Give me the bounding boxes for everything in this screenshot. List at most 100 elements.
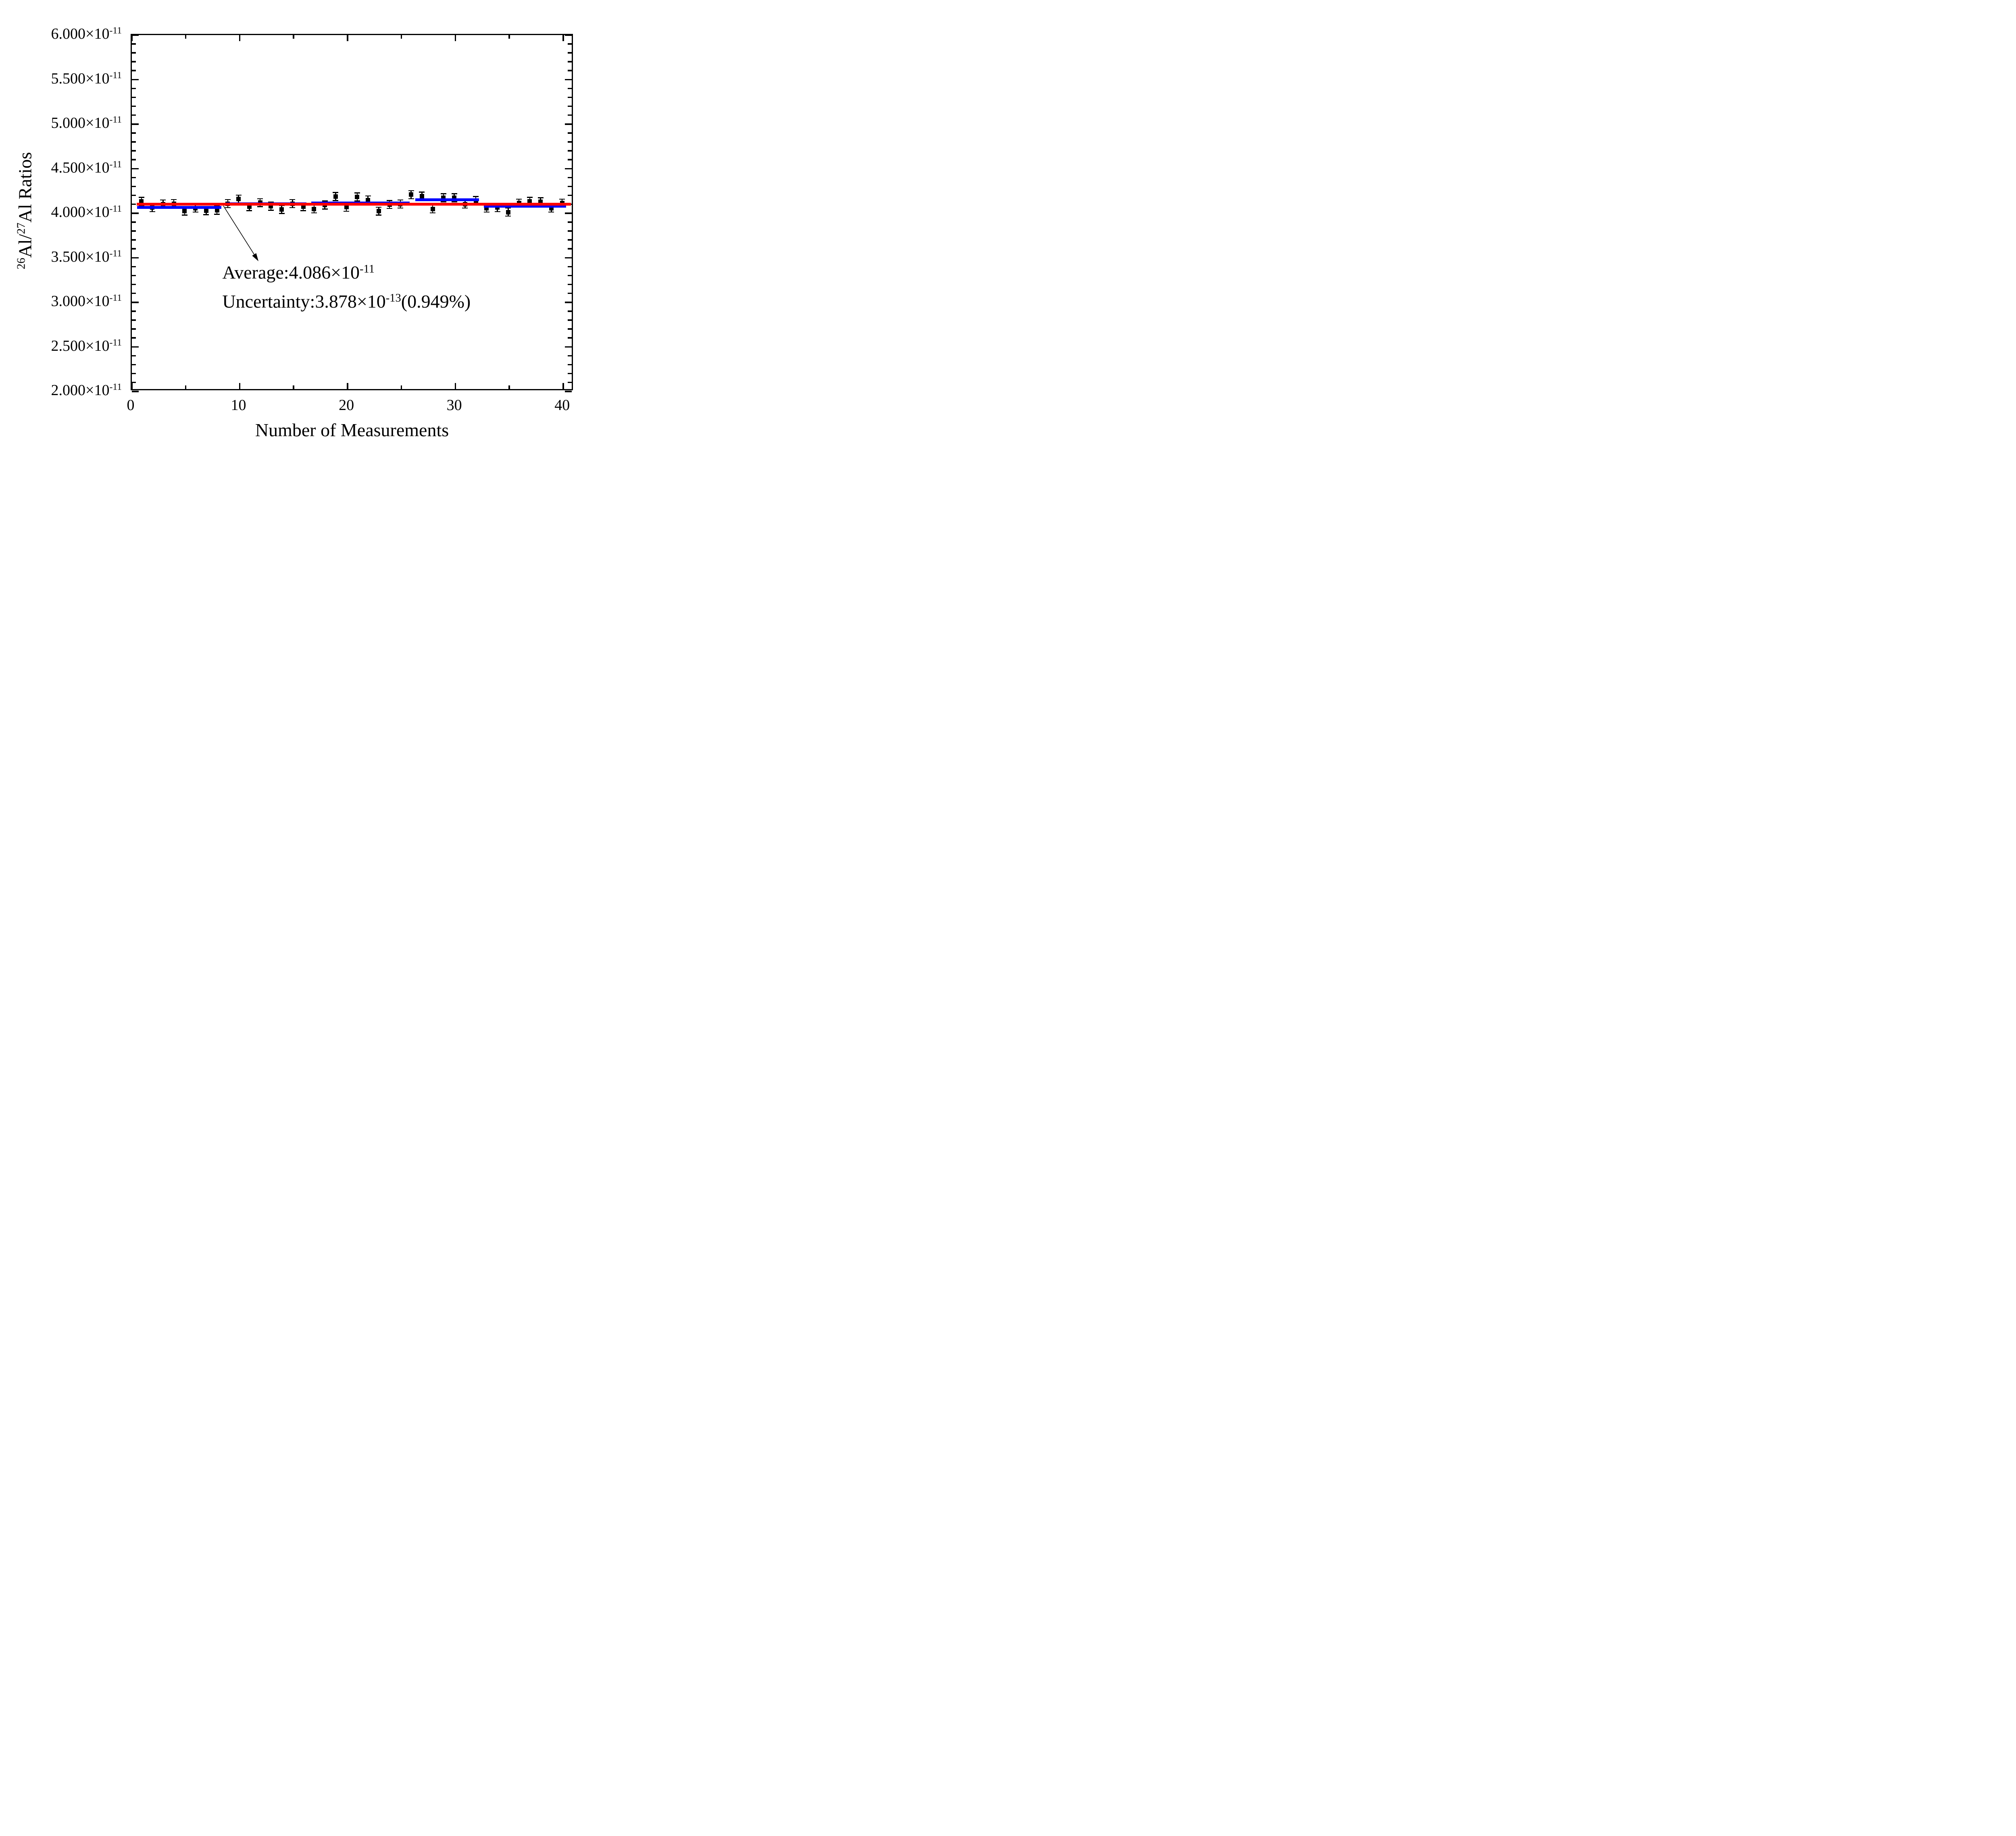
error-bar-cap-bottom <box>225 207 231 208</box>
error-bar-cap-top <box>138 197 144 198</box>
error-bar-cap-bottom <box>408 198 414 200</box>
error-bar-cap-bottom <box>322 208 328 210</box>
error-bar-cap-bottom <box>203 214 209 215</box>
y-tick-right <box>565 346 572 348</box>
x-tick <box>293 385 294 389</box>
error-bar-cap-bottom <box>430 212 436 214</box>
error-bar-cap-bottom <box>279 213 285 214</box>
y-tick-right <box>568 177 572 179</box>
y-tick <box>132 185 136 187</box>
y-tick <box>132 283 136 285</box>
data-point <box>366 198 371 202</box>
error-bar-cap-bottom <box>181 214 187 216</box>
data-point <box>139 199 144 204</box>
figure: Average:4.086×10-11 Uncertainty:3.878×10-… <box>0 0 605 459</box>
y-tick-label: 5.500×10-11 <box>51 70 122 87</box>
superscript: -11 <box>109 204 122 214</box>
x-tick-label: 0 <box>127 397 135 414</box>
data-point <box>344 205 349 210</box>
y-tick-right <box>568 275 572 277</box>
data-point <box>333 194 338 199</box>
x-tick-label: 20 <box>339 397 354 414</box>
plot-frame <box>131 34 573 392</box>
x-tick-top <box>239 35 241 41</box>
y-tick-right <box>568 221 572 223</box>
y-tick-right <box>568 43 572 45</box>
error-bar-cap-bottom <box>257 206 263 207</box>
y-tick-right <box>565 34 572 36</box>
y-tick-right <box>568 132 572 134</box>
y-tick-right <box>568 61 572 62</box>
y-tick-right <box>568 373 572 375</box>
error-bar-cap-bottom <box>440 201 446 202</box>
y-tick <box>132 373 136 375</box>
y-tick-right <box>568 283 572 285</box>
y-tick <box>132 132 136 134</box>
error-bar-cap-top <box>397 199 403 201</box>
data-point <box>182 209 187 214</box>
error-bar-cap-bottom <box>268 210 274 211</box>
error-bar-cap-top <box>235 194 242 196</box>
y-tick-right <box>568 159 572 160</box>
y-tick-right <box>565 123 572 125</box>
x-tick <box>454 383 456 389</box>
data-point <box>409 192 414 197</box>
annotation-uncertainty: Uncertainty:3.878×10-13(0.949%) <box>222 291 471 312</box>
y-tick <box>132 203 136 205</box>
error-bar-cap-bottom <box>214 214 220 215</box>
y-tick <box>132 87 136 90</box>
error-bar-cap-top <box>419 192 425 193</box>
superscript: -11 <box>109 25 122 36</box>
error-bar-cap-bottom <box>354 200 360 202</box>
error-bar-cap-bottom <box>462 207 468 209</box>
y-tick <box>132 212 139 214</box>
x-tick-label: 30 <box>446 397 462 414</box>
y-tick-right <box>568 52 572 54</box>
y-tick-label: 2.500×10-11 <box>51 337 122 354</box>
y-tick-right <box>568 70 572 71</box>
data-point <box>549 206 554 210</box>
error-bar-cap-top <box>289 199 296 200</box>
x-tick <box>562 383 564 389</box>
y-tick-right <box>568 292 572 294</box>
error-bar-cap-bottom <box>397 207 403 209</box>
x-tick-label: 40 <box>554 397 570 414</box>
y-tick <box>132 141 136 143</box>
superscript: -11 <box>109 114 122 125</box>
y-tick-label: 4.000×10-11 <box>51 204 122 221</box>
data-point <box>376 209 381 214</box>
data-point <box>538 200 543 204</box>
superscript: -11 <box>109 70 122 81</box>
y-tick <box>132 266 136 268</box>
x-tick-label: 10 <box>231 397 246 414</box>
x-tick-top <box>400 35 402 39</box>
data-point <box>527 199 532 204</box>
data-point <box>204 208 208 213</box>
y-tick <box>132 328 136 330</box>
x-tick-top <box>347 35 348 41</box>
error-bar-cap-top <box>537 197 544 198</box>
error-bar-cap-top <box>473 196 479 197</box>
error-bar-cap-bottom <box>333 200 339 201</box>
y-tick-right <box>565 168 572 169</box>
error-bar-cap-top <box>322 200 328 202</box>
y-tick <box>132 159 136 160</box>
x-tick-top <box>293 35 294 39</box>
data-point <box>430 206 435 211</box>
y-tick <box>132 346 139 348</box>
data-point <box>301 204 306 209</box>
error-bar-cap-top <box>376 206 382 208</box>
y-tick <box>132 61 136 62</box>
error-bar-cap-top <box>365 195 371 197</box>
data-point <box>355 194 360 199</box>
error-bar-cap-bottom <box>246 210 252 211</box>
error-bar-cap-top <box>171 199 177 200</box>
y-tick <box>132 337 136 339</box>
superscript: 27 <box>15 223 28 234</box>
y-tick <box>132 43 136 45</box>
y-tick-right <box>568 337 572 339</box>
superscript: -11 <box>109 248 122 259</box>
segment-mean-line <box>137 206 221 209</box>
y-tick-right <box>568 266 572 268</box>
y-tick-label: 3.000×10-11 <box>51 293 122 310</box>
